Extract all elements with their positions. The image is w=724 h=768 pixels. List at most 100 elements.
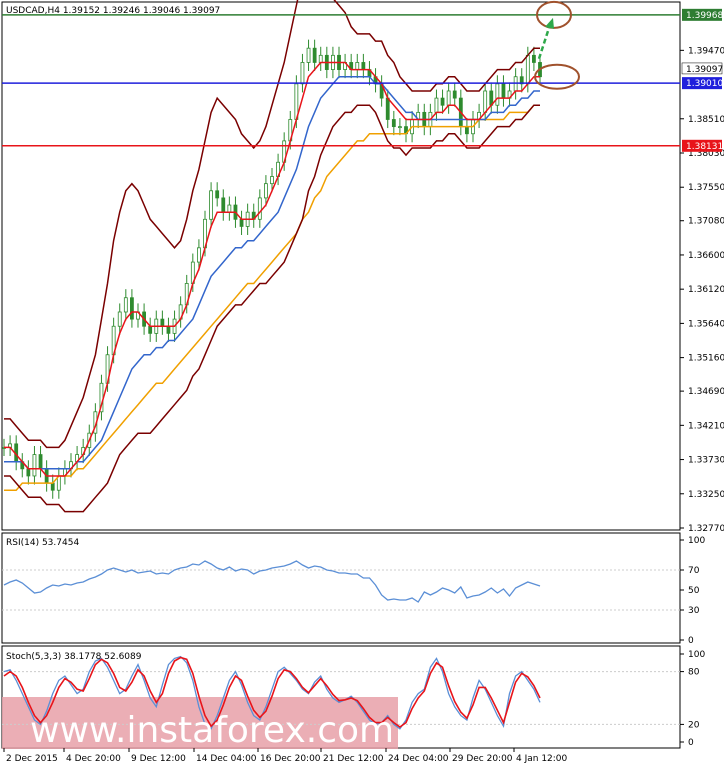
level-label: 1.38131 [686,142,723,152]
rsi-pane-title: RSI(14) 53.7454 [6,538,79,548]
time-tick-label: 21 Dec 12:00 [323,754,384,764]
candle-body [148,325,153,334]
price-pane [1,1,681,531]
time-tick-label: 4 Dec 20:00 [66,754,121,764]
candle-body [166,325,171,334]
candle-body [318,54,323,63]
candle-body [306,47,311,63]
time-tick-label: 9 Dec 12:00 [131,754,186,764]
candle-body [26,468,31,477]
candle-body [123,297,128,313]
rsi-line [3,560,541,603]
candle-body [452,90,457,99]
level-label: 1.39968 [686,11,723,21]
price-pane-title: USDCAD,H4 1.39152 1.39246 1.39046 1.3909… [6,6,220,16]
time-tick-label: 4 Jan 12:00 [516,754,568,764]
price-tick-label: 1.34210 [688,421,724,431]
price-tick-label: 1.36600 [688,251,724,261]
time-tick-label: 2 Dec 2015 [6,754,58,764]
price-tick-label: 1.39470 [688,46,724,56]
stoch-series [2,655,680,730]
candle-body [130,297,134,320]
candle-body [215,190,220,199]
watermark-text: www.instaforex.com [30,710,394,751]
candle-body [239,218,244,227]
stoch-tick-label: 20 [688,720,700,730]
level-tag [682,77,722,90]
rsi-axis: 100 70 50 30 0 [680,536,705,646]
candle-body [495,83,500,106]
stoch-axis: 100 80 20 0 [680,650,705,748]
time-tick-label: 16 Dec 20:00 [260,754,321,764]
candle-body [434,97,439,113]
rsi-tick-label: 50 [688,586,700,596]
ma-orange-line [4,104,540,491]
candle-body [361,62,366,70]
bollinger-lower-line [4,104,540,513]
arrow-head-icon [545,17,554,29]
candle-body [385,97,390,120]
candle-body [440,97,445,106]
candle-body [209,190,213,220]
price-tick-label: 1.35160 [688,354,724,364]
price-series [2,0,680,513]
rsi-tick-label: 100 [688,536,705,546]
stoch-tick-label: 0 [688,738,694,748]
ma-red-line [4,61,540,477]
candle-body [264,183,268,199]
time-tick-label: 14 Dec 04:00 [196,754,257,764]
candle-body [270,176,274,185]
candle-body [300,62,305,85]
price-axis: 1.39470 1.38510 1.38030 1.37550 1.37080 1.366… [680,8,724,534]
level-label: 1.39010 [686,79,723,89]
rsi-series [2,560,680,611]
candle-body [312,47,317,63]
rsi-tick-label: 0 [688,636,694,646]
stoch-pane-title: Stoch(5,3,3) 38.1778 52.6089 [6,652,142,662]
price-tick-label: 1.33250 [688,490,724,500]
candle-body [221,197,226,213]
current-price-tag [681,62,723,75]
ma-blue-line [4,75,540,470]
price-tick-label: 1.38030 [688,149,724,159]
rsi-tick-label: 30 [688,606,700,616]
rsi-pane [1,532,681,644]
watermark-banner [2,697,398,749]
candle-body [391,119,396,128]
candle-body [465,126,469,135]
candle-body [501,83,506,99]
candle-body [525,54,530,85]
price-tick-label: 1.37080 [688,217,724,227]
candle-body [32,454,37,477]
candle-body [398,126,402,129]
stoch-tick-label: 100 [688,650,705,660]
current-zone-circle [534,63,580,90]
candle-body [532,54,536,63]
time-tick-label: 24 Dec 04:00 [388,754,449,764]
bollinger-upper-line [4,0,540,449]
rsi-tick-label: 70 [688,566,700,576]
price-tick-label: 1.37550 [688,183,724,193]
price-tick-label: 1.35640 [688,319,724,329]
stoch-tick-label: 80 [688,668,700,678]
price-tick-label: 1.32770 [688,524,724,534]
price-tick-label: 1.36120 [688,285,724,295]
level-tag [682,8,722,21]
candle-body [197,247,201,263]
candle-body [446,90,451,106]
projection-arrow [537,24,552,60]
candle-body [50,482,55,491]
target-zone-circle [536,0,572,29]
candle-body [227,204,232,213]
level-tag [682,139,722,152]
stoch-main-line [3,655,541,730]
price-tick-label: 1.34690 [688,387,724,397]
candle-body [160,318,165,327]
time-tick-label: 29 Dec 20:00 [452,754,513,764]
candle-body [38,454,43,470]
candle-body [117,311,122,327]
candle-body [483,90,488,113]
price-tick-label: 1.33730 [688,456,724,466]
stoch-signal-line [3,656,541,728]
